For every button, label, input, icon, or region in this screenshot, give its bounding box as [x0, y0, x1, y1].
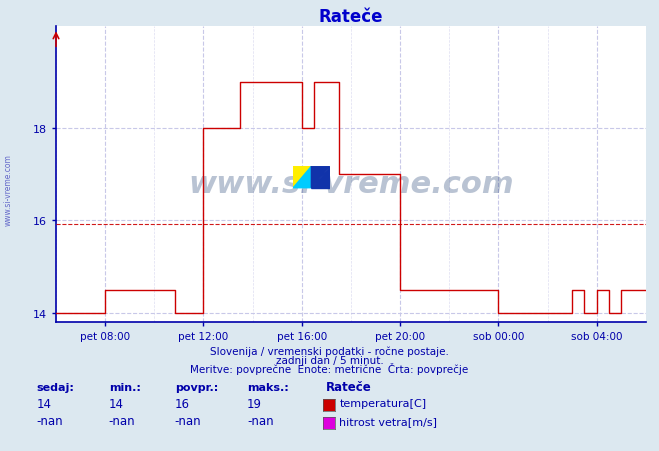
- Title: Rateče: Rateče: [319, 8, 383, 26]
- Text: 16: 16: [175, 397, 190, 410]
- Text: povpr.:: povpr.:: [175, 382, 218, 392]
- Text: www.si-vreme.com: www.si-vreme.com: [188, 169, 514, 198]
- Text: 19: 19: [247, 397, 262, 410]
- Text: www.si-vreme.com: www.si-vreme.com: [3, 153, 13, 226]
- Text: Meritve: povprečne  Enote: metrične  Črta: povprečje: Meritve: povprečne Enote: metrične Črta:…: [190, 362, 469, 374]
- Text: -nan: -nan: [175, 414, 201, 427]
- Text: 14: 14: [109, 397, 124, 410]
- Text: -nan: -nan: [36, 414, 63, 427]
- Text: -nan: -nan: [247, 414, 273, 427]
- Text: maks.:: maks.:: [247, 382, 289, 392]
- Polygon shape: [293, 167, 312, 189]
- Text: zadnji dan / 5 minut.: zadnji dan / 5 minut.: [275, 355, 384, 365]
- Text: min.:: min.:: [109, 382, 140, 392]
- Text: hitrost vetra[m/s]: hitrost vetra[m/s]: [339, 416, 438, 426]
- Text: temperatura[C]: temperatura[C]: [339, 398, 426, 408]
- Polygon shape: [312, 167, 330, 189]
- Text: -nan: -nan: [109, 414, 135, 427]
- Polygon shape: [312, 167, 330, 189]
- Polygon shape: [293, 167, 312, 189]
- Text: sedaj:: sedaj:: [36, 382, 74, 392]
- Text: Rateče: Rateče: [326, 380, 372, 393]
- Text: Slovenija / vremenski podatki - ročne postaje.: Slovenija / vremenski podatki - ročne po…: [210, 345, 449, 356]
- Text: 14: 14: [36, 397, 51, 410]
